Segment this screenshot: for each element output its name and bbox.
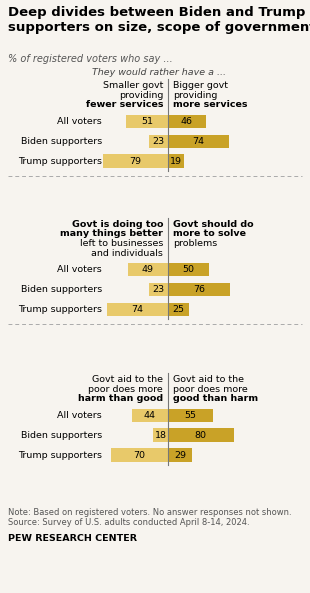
Text: providing: providing [119, 91, 163, 100]
Text: and individuals: and individuals [91, 248, 163, 257]
Bar [168, 263, 209, 276]
Bar [168, 155, 184, 167]
Bar [132, 409, 168, 422]
Text: All voters: All voters [57, 410, 102, 419]
Text: 29: 29 [174, 451, 186, 460]
Text: 19: 19 [170, 157, 182, 165]
Bar [149, 135, 168, 148]
Text: many things better: many things better [60, 229, 163, 238]
Text: fewer services: fewer services [86, 100, 163, 109]
Text: 74: 74 [132, 305, 144, 314]
Bar [168, 283, 230, 296]
Text: 46: 46 [181, 116, 193, 126]
Text: 79: 79 [130, 157, 142, 165]
Text: poor does more: poor does more [173, 384, 248, 394]
Bar [103, 155, 168, 167]
Text: Note: Based on registered voters. No answer responses not shown.
Source: Survey : Note: Based on registered voters. No ans… [8, 508, 292, 527]
Text: All voters: All voters [57, 116, 102, 126]
Bar [149, 283, 168, 296]
Bar [168, 409, 213, 422]
Bar [111, 448, 168, 461]
Bar [107, 303, 168, 316]
Text: All voters: All voters [57, 265, 102, 274]
Text: 23: 23 [153, 136, 165, 145]
Text: 50: 50 [183, 265, 194, 274]
Text: more services: more services [173, 100, 247, 109]
Text: Deep divides between Biden and Trump
supporters on size, scope of government: Deep divides between Biden and Trump sup… [8, 6, 310, 34]
Text: providing: providing [173, 91, 217, 100]
Text: Govt is doing too: Govt is doing too [72, 220, 163, 229]
Text: Govt should do: Govt should do [173, 220, 254, 229]
Bar [168, 448, 192, 461]
Text: Biden supporters: Biden supporters [21, 431, 102, 439]
Text: poor does more: poor does more [88, 384, 163, 394]
Text: 55: 55 [184, 410, 197, 419]
Text: 80: 80 [195, 431, 207, 439]
Text: They would rather have a ...: They would rather have a ... [92, 68, 226, 77]
Bar [168, 114, 206, 127]
Text: 25: 25 [172, 305, 184, 314]
Text: 76: 76 [193, 285, 205, 294]
Text: harm than good: harm than good [78, 394, 163, 403]
Text: % of registered voters who say ...: % of registered voters who say ... [8, 54, 173, 64]
Bar [126, 114, 168, 127]
Text: Trump supporters: Trump supporters [18, 305, 102, 314]
Bar [168, 429, 234, 442]
Text: Biden supporters: Biden supporters [21, 285, 102, 294]
Text: 49: 49 [142, 265, 154, 274]
Text: Trump supporters: Trump supporters [18, 451, 102, 460]
Text: Smaller govt: Smaller govt [103, 81, 163, 90]
Text: Govt aid to the: Govt aid to the [92, 375, 163, 384]
Text: Biden supporters: Biden supporters [21, 136, 102, 145]
Text: Trump supporters: Trump supporters [18, 157, 102, 165]
Text: more to solve: more to solve [173, 229, 246, 238]
Bar [168, 135, 229, 148]
Text: 18: 18 [155, 431, 166, 439]
Text: 23: 23 [153, 285, 165, 294]
Text: 51: 51 [141, 116, 153, 126]
Bar [128, 263, 168, 276]
Text: 70: 70 [133, 451, 145, 460]
Text: PEW RESEARCH CENTER: PEW RESEARCH CENTER [8, 534, 137, 543]
Text: Bigger govt: Bigger govt [173, 81, 228, 90]
Text: problems: problems [173, 239, 217, 248]
Bar [153, 429, 168, 442]
Text: Govt aid to the: Govt aid to the [173, 375, 244, 384]
Bar [168, 303, 188, 316]
Text: 44: 44 [144, 410, 156, 419]
Text: left to businesses: left to businesses [80, 239, 163, 248]
Text: good than harm: good than harm [173, 394, 258, 403]
Text: 74: 74 [192, 136, 204, 145]
